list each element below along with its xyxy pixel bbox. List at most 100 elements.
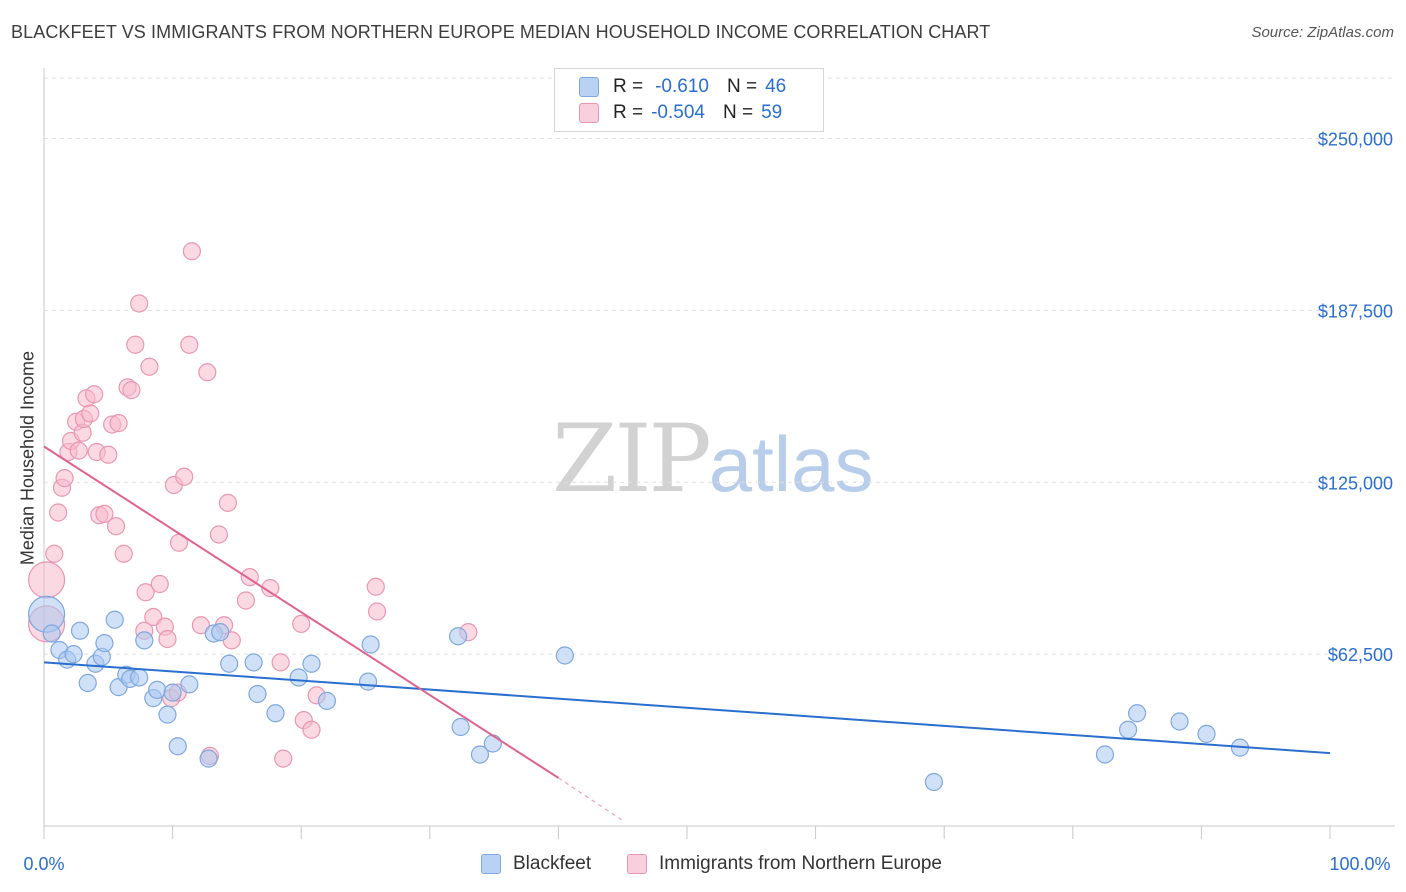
northern-europe-point	[136, 583, 155, 602]
northern-europe-point	[27, 561, 66, 599]
northern-europe-point	[114, 544, 133, 563]
northern-europe-point	[175, 467, 194, 486]
watermark-atlas: atlas	[708, 420, 874, 508]
northern-europe-point	[367, 602, 387, 621]
blackfeet-point	[248, 684, 267, 704]
blackfeet-point	[302, 654, 321, 673]
blackfeet-point	[105, 610, 124, 629]
blackfeet-point	[1118, 720, 1138, 739]
blackfeet-point	[1095, 745, 1115, 764]
blackfeet-point	[483, 734, 502, 753]
blackfeet-point	[64, 645, 83, 664]
northern-europe-point	[236, 591, 256, 610]
blackfeet-point	[158, 705, 177, 724]
blackfeet-point	[163, 683, 182, 702]
blackfeet-point	[451, 717, 470, 737]
northern-europe-point	[130, 294, 149, 313]
northern-europe-trend-extension	[558, 777, 624, 822]
northern-europe-point	[49, 503, 68, 522]
northern-europe-point	[182, 242, 201, 261]
blackfeet-point	[448, 627, 468, 646]
blackfeet-point	[78, 673, 97, 693]
blackfeet-point	[42, 624, 61, 643]
blackfeet-point	[180, 675, 199, 694]
blackfeet-trend-line	[43, 661, 1331, 755]
blackfeet-point	[135, 631, 154, 650]
northern-europe-point	[150, 574, 169, 594]
blackfeet-point	[70, 621, 90, 640]
x-tick-label-min: 0.0%	[23, 854, 64, 874]
legend-r-value: -0.504	[651, 102, 705, 123]
northern-europe-point	[45, 544, 64, 563]
blackfeet-point	[1127, 704, 1147, 723]
legend-n-value: 46	[765, 76, 787, 97]
legend-swatch-blue	[579, 77, 599, 97]
legend-n-label: N =	[726, 76, 758, 97]
blackfeet-point	[289, 668, 308, 687]
blackfeet-point	[555, 646, 574, 665]
chart-title: BLACKFEET VS IMMIGRANTS FROM NORTHERN EU…	[11, 22, 991, 42]
y-tick-label: $62,500	[1328, 645, 1393, 665]
legend-row-blackfeet: R = -0.610 N = 46	[579, 74, 786, 100]
legend-n-value: 59	[761, 102, 783, 123]
northern-europe-point	[274, 749, 293, 768]
legend-swatch-pink	[579, 103, 599, 123]
northern-europe-point	[126, 335, 145, 354]
northern-europe-point	[198, 363, 217, 382]
northern-europe-point	[109, 414, 128, 433]
blackfeet-point	[220, 654, 239, 673]
blackfeet-point	[1170, 712, 1189, 731]
northern-europe-point	[122, 381, 141, 400]
bottom-legend-northern-europe: Immigrants from Northern Europe	[627, 851, 942, 877]
legend-row-northern-europe: R = -0.504 N = 59	[579, 100, 782, 126]
northern-europe-point	[292, 614, 311, 633]
northern-europe-point	[191, 616, 210, 635]
legend-r-label: R =	[613, 102, 644, 123]
blackfeet-point	[361, 635, 380, 654]
northern-europe-point	[218, 493, 237, 512]
blackfeet-point	[211, 623, 230, 642]
blackfeet-point	[95, 634, 114, 653]
northern-europe-point	[261, 579, 280, 598]
bottom-legend-swatch-blue	[481, 854, 501, 874]
blackfeet-point	[470, 745, 490, 764]
y-tick-label: $125,000	[1318, 473, 1393, 493]
northern-europe-point	[158, 629, 177, 649]
northern-europe-point	[209, 525, 228, 544]
blackfeet-point	[317, 691, 337, 710]
blackfeet-point	[148, 680, 167, 699]
northern-europe-point	[99, 445, 118, 464]
northern-europe-point	[81, 404, 100, 423]
legend-r-value: -0.610	[655, 76, 709, 97]
blackfeet-point	[266, 704, 285, 723]
blackfeet-point	[244, 653, 263, 672]
watermark-zip: ZIP	[552, 405, 712, 514]
northern-europe-point	[55, 469, 74, 488]
y-tick-label: $187,500	[1318, 301, 1393, 321]
blackfeet-point	[168, 737, 187, 756]
northern-europe-point	[69, 441, 88, 460]
blackfeet-point	[199, 749, 218, 768]
blackfeet-point	[130, 668, 149, 687]
northern-europe-point	[85, 385, 104, 404]
legend-r-label: R =	[613, 76, 644, 97]
northern-europe-point	[95, 504, 114, 523]
y-axis-label: Median Household Income	[17, 350, 38, 566]
source-label: Source: ZipAtlas.com	[1251, 24, 1394, 41]
zipatlas-watermark: ZIPatlas	[552, 405, 873, 514]
blackfeet-point	[358, 672, 378, 691]
northern-europe-point	[140, 357, 159, 376]
blackfeet-point	[1197, 724, 1216, 743]
y-tick-label: $250,000	[1318, 130, 1393, 150]
northern-europe-point	[366, 577, 385, 596]
bottom-legend-label: Immigrants from Northern Europe	[659, 853, 942, 874]
correlation-legend: R = -0.610 N = 46 R = -0.504 N = 59	[554, 68, 824, 132]
northern-europe-point	[302, 720, 321, 739]
northern-europe-point	[180, 335, 199, 354]
northern-europe-trend-line	[43, 445, 559, 779]
legend-n-label: N =	[722, 102, 754, 123]
bottom-legend-swatch-pink	[627, 854, 647, 874]
blackfeet-point	[924, 772, 944, 792]
northern-europe-point	[271, 653, 290, 672]
